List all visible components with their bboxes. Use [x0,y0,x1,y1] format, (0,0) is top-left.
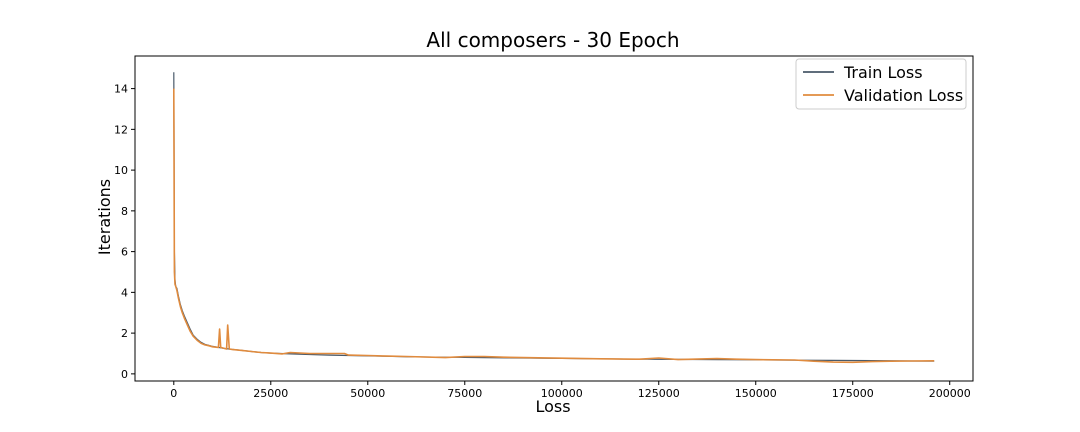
x-tick-label: 175000 [832,387,874,400]
x-axis: 0 25000 50000 75000 100000 125000 150000 175000… [170,381,971,400]
legend-label: Validation Loss [844,86,963,105]
y-tick-label: 0 [121,368,128,381]
y-tick-label: 6 [121,246,128,259]
x-tick-label: 200000 [929,387,971,400]
y-axis-label: Iterations [95,179,114,255]
x-axis-label: Loss [535,397,570,416]
y-axis: 0 2 4 6 8 10 12 14 [114,83,135,381]
y-tick-label: 4 [121,286,128,299]
x-tick-label: 125000 [638,387,680,400]
chart-title: All composers - 30 Epoch [426,28,679,52]
y-tick-label: 14 [114,83,128,96]
x-tick-label: 50000 [350,387,385,400]
y-tick-label: 8 [121,205,128,218]
plot-area [173,72,935,364]
x-tick-label: 75000 [447,387,482,400]
x-tick-label: 100000 [541,387,583,400]
series-line-train-loss [173,72,935,362]
series-line-validation-loss [173,88,935,364]
legend-box [795,58,967,110]
x-tick-label: 0 [170,387,177,400]
y-tick-label: 10 [114,164,128,177]
plot-frame [134,55,974,382]
x-tick-label: 150000 [735,387,777,400]
x-tick-label: 25000 [253,387,288,400]
y-tick-label: 12 [114,123,128,136]
y-tick-label: 2 [121,327,128,340]
legend: Train Loss Validation Loss [795,58,967,110]
legend-label: Train Loss [843,63,923,82]
